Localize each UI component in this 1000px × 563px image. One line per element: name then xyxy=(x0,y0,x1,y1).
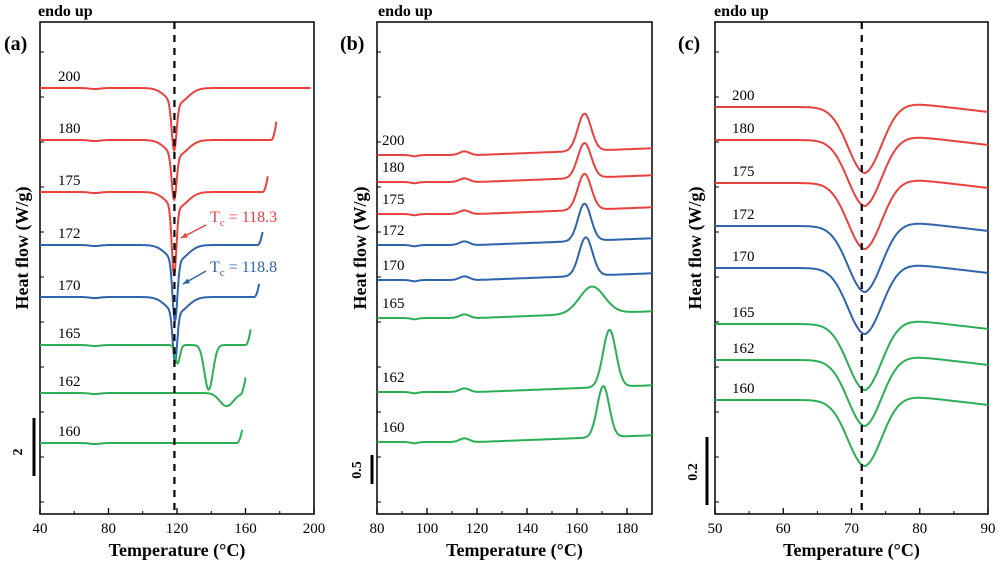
endo-up-label: endo up xyxy=(714,3,769,20)
panel-label: (b) xyxy=(340,33,364,55)
tc-annotation: Tc = 118.3 xyxy=(210,209,277,229)
series-label-172: 172 xyxy=(382,223,405,239)
series-label-170: 170 xyxy=(732,249,755,265)
panel-b: 80 100 120 140 160 180 Temperature (°C) Heat fl… xyxy=(340,3,653,561)
series-label-160: 160 xyxy=(732,381,755,397)
series-line-165 xyxy=(40,329,252,391)
series-line-175 xyxy=(40,176,269,277)
x-tick-label: 140 xyxy=(516,521,539,537)
x-tick-label: 80 xyxy=(101,521,116,537)
tc-arrowhead xyxy=(183,278,190,284)
y-axis-label: Heat flow (W/g) xyxy=(12,187,33,310)
series-label-162: 162 xyxy=(382,370,405,386)
series-label-180: 180 xyxy=(732,121,755,137)
series-line-175 xyxy=(715,179,989,250)
series-line-180 xyxy=(377,142,652,185)
x-tick-label: 80 xyxy=(370,521,385,537)
x-tick-label: 180 xyxy=(616,521,639,537)
y-axis-label: Heat flow (W/g) xyxy=(350,187,371,310)
x-tick-label: 120 xyxy=(466,521,489,537)
series-line-160 xyxy=(377,385,652,445)
series-line-172 xyxy=(40,231,264,324)
series-line-200 xyxy=(715,103,989,174)
series-line-165 xyxy=(377,285,652,321)
panel-label: (c) xyxy=(678,33,700,55)
series-label-200: 200 xyxy=(382,133,405,149)
y-axis-label: Heat flow (W/g) xyxy=(685,187,706,310)
x-tick-label: 160 xyxy=(566,521,589,537)
scale-bar-label: 2 xyxy=(11,449,26,456)
series-line-200 xyxy=(377,112,652,158)
series-line-162 xyxy=(715,356,989,427)
x-tick-label: 80 xyxy=(912,521,927,537)
series-line-165 xyxy=(715,320,989,391)
series-line-160 xyxy=(40,429,244,445)
endo-up-label: endo up xyxy=(38,3,93,20)
tc-annotation: Tc = 118.8 xyxy=(210,259,277,279)
x-tick-label: 90 xyxy=(981,521,996,537)
x-tick-label: 100 xyxy=(416,521,439,537)
series-line-160 xyxy=(715,396,989,467)
scale-bar-label: 0.2 xyxy=(686,463,701,481)
series-label-165: 165 xyxy=(382,296,405,312)
x-tick-label: 70 xyxy=(844,521,859,537)
x-tick-label: 160 xyxy=(234,521,257,537)
panel-label: (a) xyxy=(4,33,27,55)
x-tick-label: 40 xyxy=(33,521,48,537)
series-label-165: 165 xyxy=(58,326,81,342)
series-label-172: 172 xyxy=(732,207,755,223)
series-line-170 xyxy=(377,236,652,283)
series-line-170 xyxy=(715,264,989,335)
series-label-180: 180 xyxy=(382,160,405,176)
series-label-175: 175 xyxy=(732,164,755,180)
plot-frame xyxy=(376,21,653,515)
x-axis-label: Temperature (°C) xyxy=(783,540,920,561)
series-label-175: 175 xyxy=(382,192,405,208)
series-label-162: 162 xyxy=(58,374,81,390)
x-tick-label: 50 xyxy=(708,521,723,537)
series-label-170: 170 xyxy=(58,278,81,294)
series-label-170: 170 xyxy=(382,258,405,274)
series-label-180: 180 xyxy=(58,121,81,137)
x-axis-label: Temperature (°C) xyxy=(446,540,583,561)
series-label-200: 200 xyxy=(58,69,81,85)
series-line-172 xyxy=(377,202,652,248)
series-line-180 xyxy=(40,121,278,202)
series-label-175: 175 xyxy=(58,173,81,189)
series-line-162 xyxy=(377,328,652,395)
x-tick-label: 120 xyxy=(166,521,189,537)
series-line-175 xyxy=(377,172,652,217)
tc-arrowhead xyxy=(181,232,188,238)
series-line-170 xyxy=(40,283,261,365)
series-label-162: 162 xyxy=(732,341,755,357)
panel-c: 50 60 70 80 90 Temperature (°C) Heat flow (W/g… xyxy=(678,3,996,561)
x-tick-label: 60 xyxy=(776,521,791,537)
scale-bar-label: 0.5 xyxy=(350,461,365,479)
panel-a: 40 80 120 160 200 Temperature (°C) Heat flow (… xyxy=(4,3,325,561)
endo-up-label: endo up xyxy=(378,3,433,20)
x-tick-label: 200 xyxy=(303,521,326,537)
x-axis-label: Temperature (°C) xyxy=(109,540,246,561)
series-label-160: 160 xyxy=(58,424,81,440)
series-label-172: 172 xyxy=(58,226,81,242)
series-line-162 xyxy=(40,377,247,408)
series-label-160: 160 xyxy=(382,420,405,436)
series-label-200: 200 xyxy=(732,88,755,104)
series-line-180 xyxy=(715,136,989,207)
series-line-172 xyxy=(715,222,989,293)
series-label-165: 165 xyxy=(732,305,755,321)
